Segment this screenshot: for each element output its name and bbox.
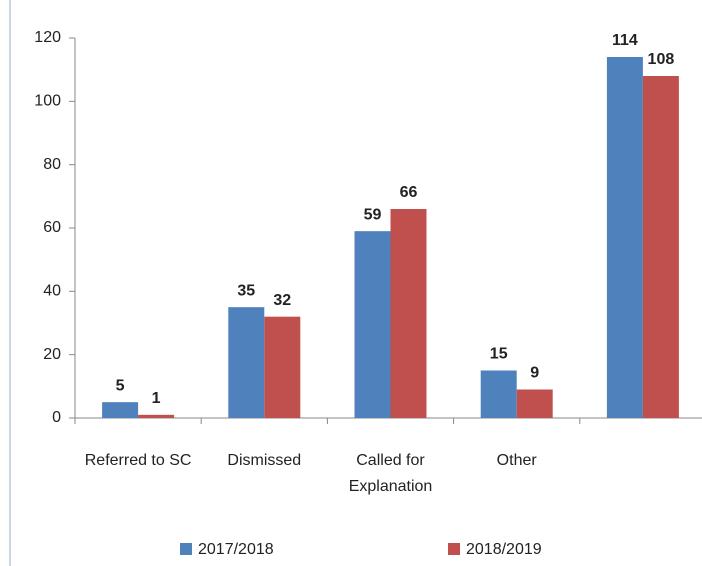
- y-tick-label: 120: [34, 29, 61, 46]
- data-label: 66: [400, 184, 418, 201]
- data-label: 114: [612, 32, 638, 49]
- y-tick-label: 20: [43, 346, 61, 363]
- data-label: 5: [116, 377, 125, 394]
- y-tick-label: 100: [34, 93, 61, 110]
- y-tick-label: 60: [43, 219, 61, 236]
- y-tick-label: 40: [43, 283, 61, 300]
- data-label: 1: [152, 390, 161, 407]
- x-tick-label: Dismissed: [227, 452, 302, 469]
- bar: [606, 57, 643, 418]
- bar: [390, 209, 427, 418]
- data-label: 108: [648, 51, 675, 68]
- bar: [264, 316, 301, 418]
- data-label: 35: [237, 282, 255, 299]
- y-tick-label: 80: [43, 156, 61, 173]
- bar: [102, 402, 139, 418]
- bar: [516, 389, 553, 418]
- data-label: 15: [490, 346, 508, 363]
- bar: [228, 307, 265, 418]
- y-tick-label: 0: [52, 409, 61, 426]
- data-label: 9: [530, 365, 539, 382]
- bar: [642, 76, 679, 418]
- legend-swatch: [180, 543, 192, 555]
- bar: [480, 370, 517, 418]
- bar: [354, 231, 391, 418]
- x-tick-label: Other: [496, 452, 537, 469]
- x-tick-label: Called for Explanation: [348, 452, 433, 495]
- legend-label: 2017/2018: [198, 541, 274, 558]
- bar: [138, 414, 175, 418]
- legend-label: 2018/2019: [466, 541, 542, 558]
- data-label: 32: [273, 292, 291, 309]
- x-tick-label: Referred to SC: [84, 452, 192, 469]
- data-label: 59: [364, 206, 382, 223]
- legend-swatch: [448, 543, 460, 555]
